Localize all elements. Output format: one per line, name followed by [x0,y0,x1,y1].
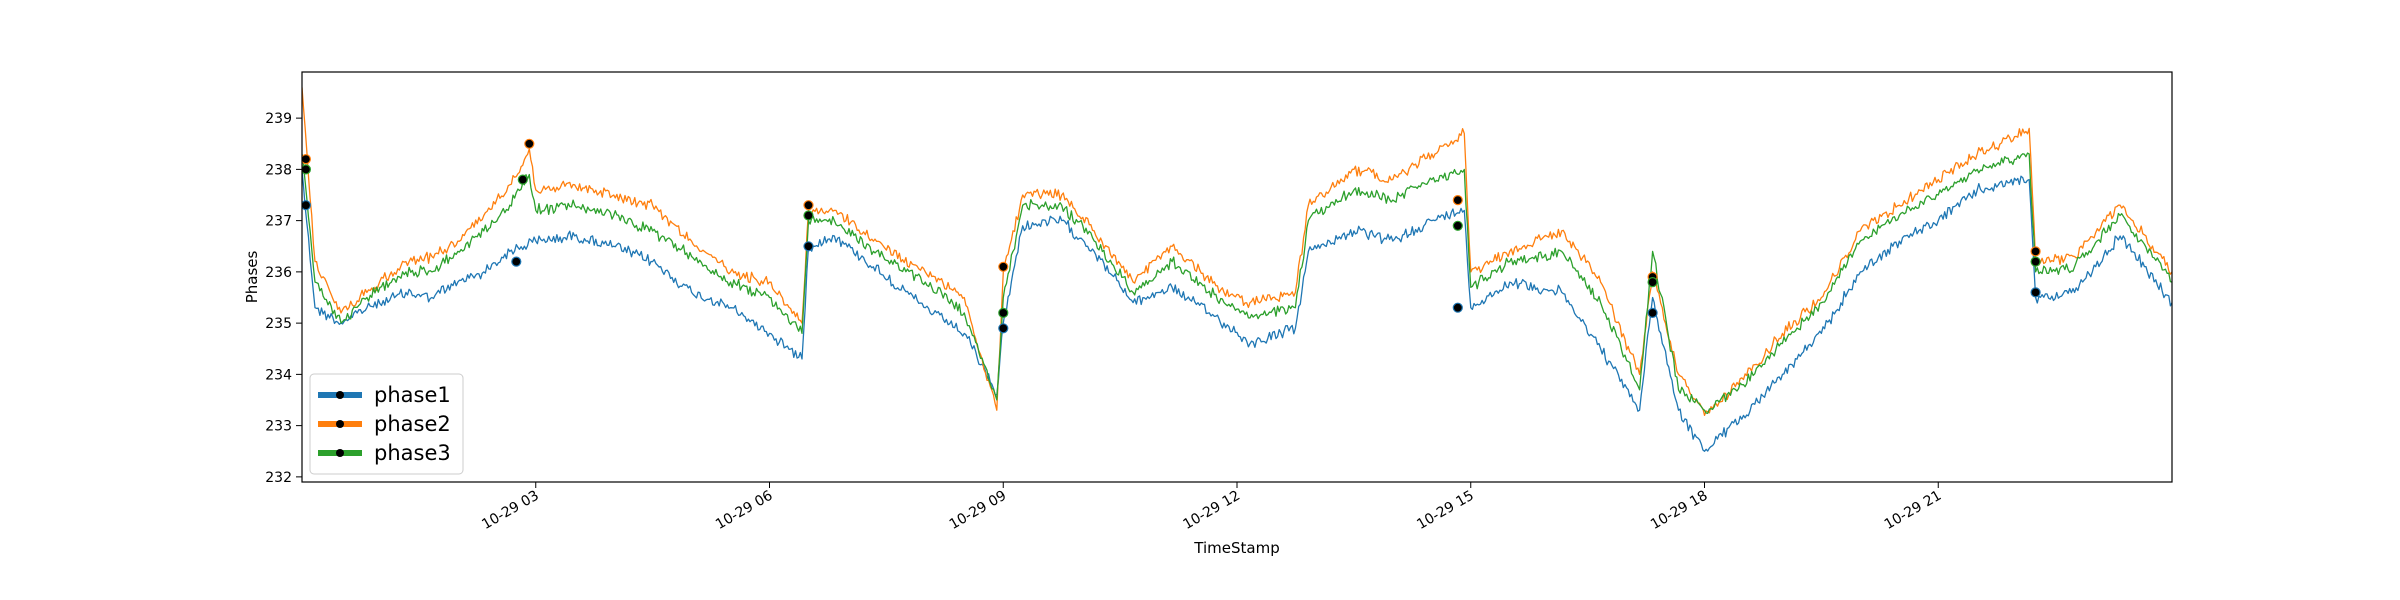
marker-phase2-6 [2030,246,2041,257]
y-tick-label-234: 234 [265,367,292,383]
y-tick-label-238: 238 [265,162,292,178]
legend-marker-phase2 [336,420,344,428]
marker-phase1-3 [998,323,1009,334]
y-axis-label: Phases [243,251,261,304]
marker-phase2-4 [1452,195,1463,206]
marker-phase3-0 [302,164,311,175]
x-axis-label: TimeStamp [1193,539,1279,557]
y-tick-label-233: 233 [265,419,292,435]
marker-phase3-1 [517,174,528,185]
y-tick-label-235: 235 [265,316,292,332]
series-line-phase1 [302,169,2172,452]
marker-phase2-3 [998,261,1009,272]
y-tick-label-236: 236 [265,265,292,281]
series-line-phase3 [302,152,2172,414]
marker-phase2-1 [524,138,535,149]
marker-phase1-4 [1452,302,1463,313]
marker-phase1-0 [302,200,311,211]
marker-phase2-2 [803,200,814,211]
legend-label-phase1: phase1 [374,383,451,407]
marker-phase2-0 [302,154,311,165]
y-tick-label-232: 232 [265,470,292,486]
marker-phase1-5 [1647,307,1658,318]
marker-phase1-6 [2030,287,2041,298]
legend-label-phase3: phase3 [374,441,451,465]
legend: phase1 phase2 phase3 [309,373,464,475]
marker-phase3-4 [1452,220,1463,231]
marker-layer [302,138,2041,334]
series-layer [302,87,2172,452]
marker-phase1-2 [803,241,814,252]
marker-phase3-6 [2030,256,2041,267]
marker-phase3-3 [998,307,1009,318]
y-tick-label-237: 237 [265,214,292,230]
legend-marker-phase1 [336,391,344,399]
marker-phase3-2 [803,210,814,221]
legend-label-phase2: phase2 [374,412,451,436]
y-tick-label-239: 239 [265,111,292,127]
y-axis: 232 233 234 235 236 237 238 239 [265,111,302,486]
legend-box [309,373,464,475]
legend-marker-phase3 [336,449,344,457]
marker-phase1-1 [511,256,522,267]
series-line-phase2 [302,87,2172,417]
marker-phase3-5 [1647,277,1658,288]
